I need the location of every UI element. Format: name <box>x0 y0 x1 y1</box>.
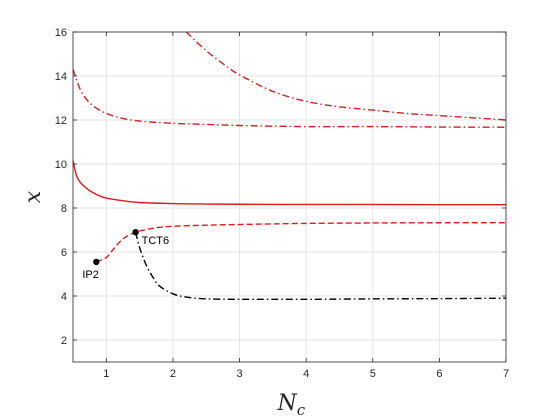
series-line-5 <box>134 232 506 301</box>
y-tick-label: 10 <box>55 159 67 171</box>
annotation-tct6: TCT6 <box>142 235 170 247</box>
annotation-layer: IP2 TCT6 <box>82 229 169 281</box>
x-axis-label-subscript: c <box>297 401 306 419</box>
y-tick-label: 12 <box>55 115 67 127</box>
series-line-2 <box>73 69 506 128</box>
annotation-ip2: IP2 <box>82 269 99 281</box>
y-tick-label: 14 <box>55 71 67 83</box>
y-tick-label: 6 <box>61 247 67 259</box>
axes-box <box>72 31 507 363</box>
x-tick-label: 6 <box>436 368 442 380</box>
series-layer <box>73 32 506 301</box>
point-ip2 <box>93 258 100 266</box>
x-tick-label: 3 <box>236 368 242 380</box>
y-tick-label: 2 <box>61 335 67 347</box>
series-line-3 <box>73 160 506 206</box>
y-tick-label: 16 <box>55 27 67 39</box>
point-tct6 <box>132 229 139 236</box>
y-tick-label: 4 <box>61 291 67 303</box>
series-line-4 <box>96 222 506 263</box>
grid <box>73 31 507 362</box>
x-axis-label: Nc <box>277 391 306 419</box>
x-tick-label: 1 <box>103 368 109 380</box>
y-tick-label: 8 <box>61 203 67 215</box>
y-axis-label: x <box>21 190 46 203</box>
x-tick-label: 7 <box>503 368 509 380</box>
x-tick-label: 2 <box>170 368 176 380</box>
x-axis-label-main: N <box>277 391 298 416</box>
x-tick-label: 4 <box>303 368 309 380</box>
x-tick-label: 5 <box>370 368 376 380</box>
series-line-1 <box>185 32 506 121</box>
